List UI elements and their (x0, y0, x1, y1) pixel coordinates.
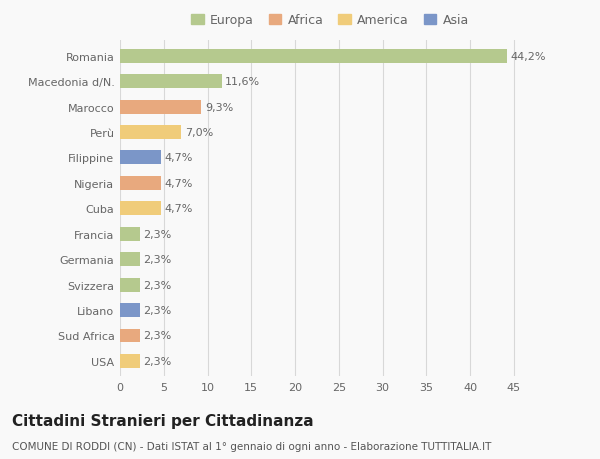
Text: 44,2%: 44,2% (510, 51, 546, 62)
Text: 4,7%: 4,7% (164, 204, 193, 214)
Legend: Europa, Africa, America, Asia: Europa, Africa, America, Asia (191, 14, 469, 27)
Bar (120, 151, 161, 165)
Bar (120, 202, 161, 216)
Bar (120, 252, 140, 267)
Text: 4,7%: 4,7% (164, 153, 193, 163)
Text: 2,3%: 2,3% (143, 331, 172, 341)
Text: 2,3%: 2,3% (143, 229, 172, 239)
Text: 2,3%: 2,3% (143, 356, 172, 366)
Text: 7,0%: 7,0% (185, 128, 213, 138)
Text: COMUNE DI RODDI (CN) - Dati ISTAT al 1° gennaio di ogni anno - Elaborazione TUTT: COMUNE DI RODDI (CN) - Dati ISTAT al 1° … (12, 441, 491, 451)
Text: 9,3%: 9,3% (205, 102, 233, 112)
Bar (120, 278, 140, 292)
Bar (120, 227, 140, 241)
Bar (120, 329, 140, 343)
Text: Cittadini Stranieri per Cittadinanza: Cittadini Stranieri per Cittadinanza (12, 413, 314, 428)
Bar (120, 75, 221, 89)
Text: 4,7%: 4,7% (164, 179, 193, 189)
Text: 11,6%: 11,6% (225, 77, 260, 87)
Bar (120, 50, 507, 63)
Bar (120, 126, 181, 140)
Text: 2,3%: 2,3% (143, 305, 172, 315)
Text: 2,3%: 2,3% (143, 280, 172, 290)
Bar (120, 176, 161, 190)
Bar (120, 354, 140, 368)
Bar (120, 303, 140, 317)
Bar (120, 101, 202, 114)
Text: 2,3%: 2,3% (143, 255, 172, 264)
